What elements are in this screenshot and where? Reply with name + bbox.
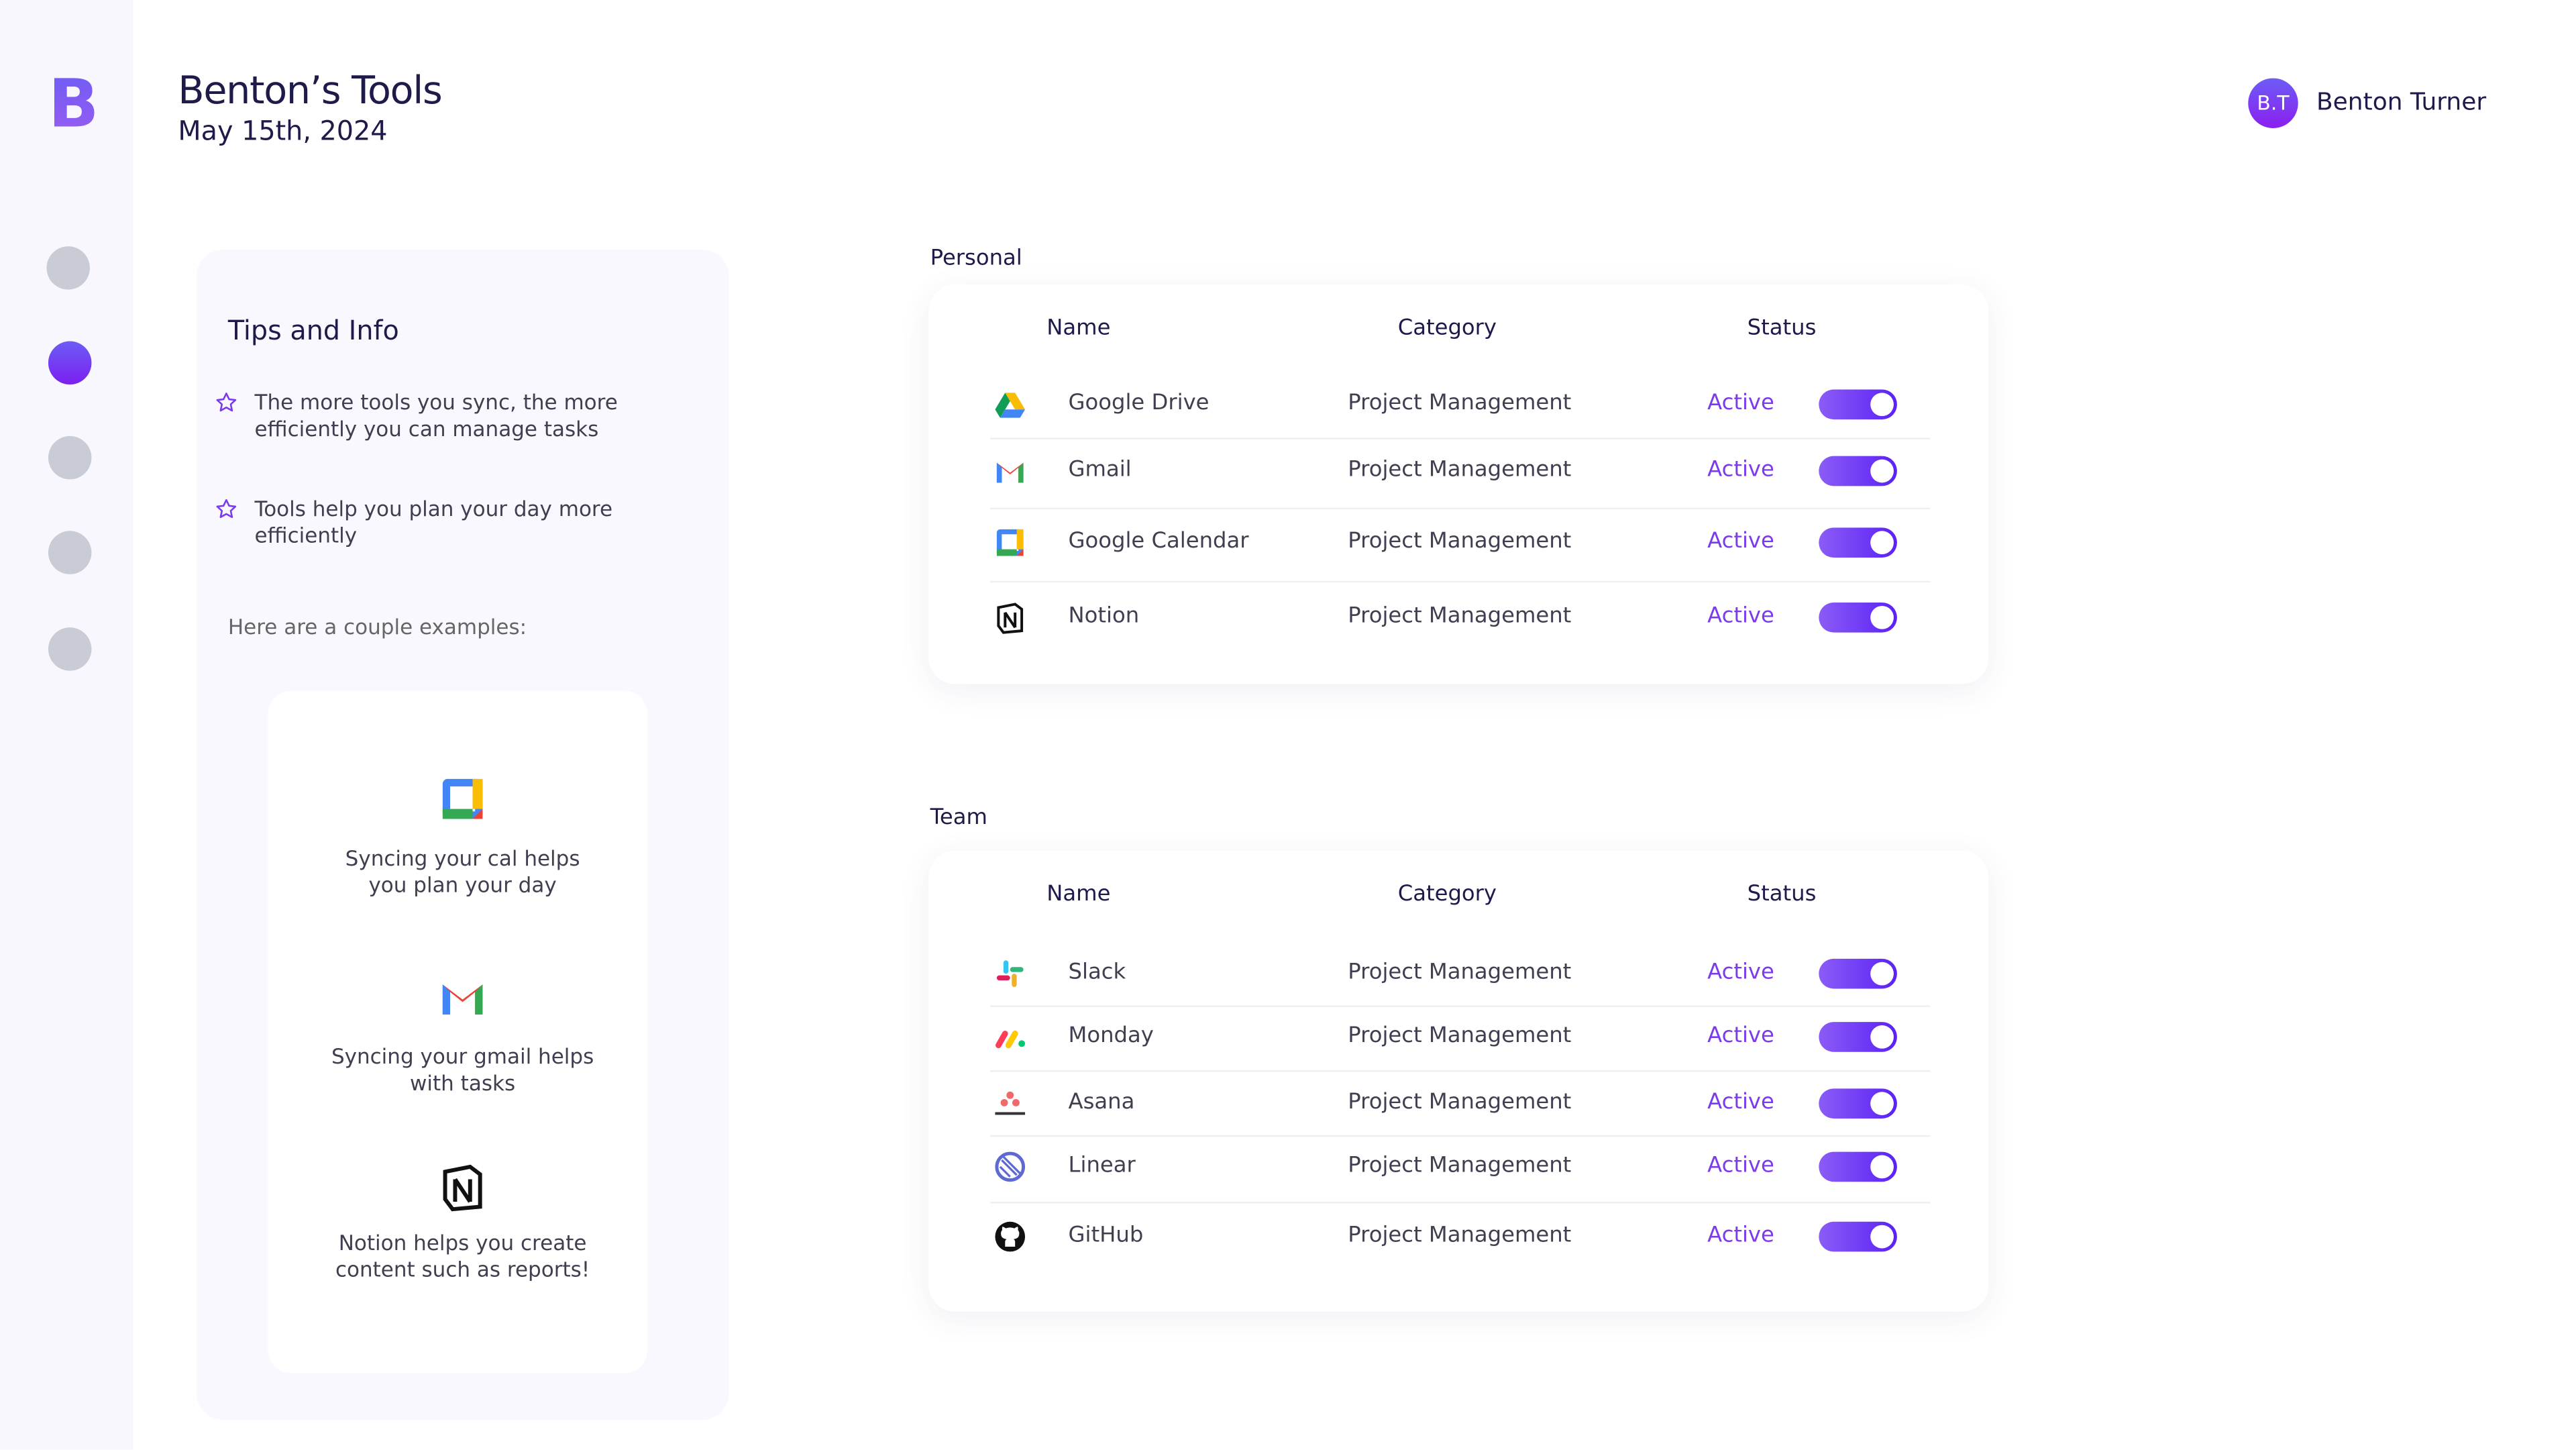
icon <box>215 389 238 413</box>
example-text: Syncing your cal helps you plan your day <box>345 845 580 896</box>
icon <box>215 496 238 519</box>
tool-name[interactable]: Notion <box>1068 604 1140 629</box>
page-title: Benton’s Tools <box>178 70 442 113</box>
tool-name[interactable]: Monday <box>1068 1023 1154 1049</box>
nav-item[interactable] <box>48 627 92 671</box>
status-toggle[interactable] <box>1819 1221 1897 1252</box>
tool-category: Project Management <box>1348 529 1572 555</box>
example-text: Syncing your gmail helps with tasks <box>331 1043 594 1094</box>
status-toggle[interactable] <box>1819 1022 1897 1052</box>
tip-text: The more tools you sync, the more effici… <box>254 389 618 441</box>
tool-name[interactable]: Google Calendar <box>1068 529 1249 555</box>
tool-status: Active <box>1707 458 1774 483</box>
table-card <box>928 284 1989 684</box>
tool-category: Project Management <box>1348 1090 1572 1116</box>
column-header: Status <box>1747 316 1817 342</box>
tool-category: Project Management <box>1348 1023 1572 1049</box>
tool-category: Project Management <box>1348 1223 1572 1249</box>
row-separator <box>989 580 1931 582</box>
icon <box>437 774 487 823</box>
tool-status: Active <box>1707 1090 1774 1116</box>
tool-status: Active <box>1707 391 1774 417</box>
logo[interactable]: B <box>48 66 99 144</box>
tool-category: Project Management <box>1348 458 1572 483</box>
tool-name[interactable]: GitHub <box>1068 1223 1144 1249</box>
icon <box>994 1220 1027 1253</box>
status-toggle[interactable] <box>1819 389 1897 420</box>
icon <box>994 957 1027 990</box>
nav-item-active[interactable] <box>48 341 92 385</box>
status-toggle[interactable] <box>1819 1088 1897 1119</box>
column-header: Category <box>1397 882 1497 907</box>
tool-category: Project Management <box>1348 391 1572 417</box>
status-toggle[interactable] <box>1819 602 1897 633</box>
tool-name[interactable]: Gmail <box>1068 458 1132 483</box>
tool-status: Active <box>1707 529 1774 555</box>
nav-item[interactable] <box>46 246 90 290</box>
icon <box>437 972 487 1022</box>
status-toggle[interactable] <box>1819 456 1897 486</box>
example-text: Notion helps you create content such as … <box>335 1230 590 1281</box>
avatar[interactable]: B.T <box>2248 78 2298 129</box>
tool-category: Project Management <box>1348 960 1572 986</box>
user-name[interactable]: Benton Turner <box>2316 89 2487 117</box>
section-title: Team <box>930 805 987 831</box>
status-toggle[interactable] <box>1819 958 1897 989</box>
row-separator <box>989 1135 1931 1137</box>
status-toggle[interactable] <box>1819 527 1897 558</box>
tool-status: Active <box>1707 960 1774 986</box>
tip-text: Tools help you plan your day more effici… <box>254 496 613 547</box>
icon <box>994 526 1027 560</box>
icon <box>994 601 1027 634</box>
row-separator <box>989 1005 1931 1007</box>
table-card <box>928 850 1989 1312</box>
icon <box>994 388 1027 421</box>
nav-item[interactable] <box>48 435 92 480</box>
tool-category: Project Management <box>1348 604 1572 629</box>
icon <box>994 1021 1027 1054</box>
icon <box>994 454 1027 488</box>
icon <box>994 1087 1027 1121</box>
nav-item[interactable] <box>48 531 92 574</box>
row-separator <box>989 507 1931 509</box>
row-separator <box>989 1070 1931 1072</box>
tool-status: Active <box>1707 604 1774 629</box>
tips-title: Tips and Info <box>227 314 399 346</box>
icon <box>437 1161 487 1212</box>
tool-name[interactable]: Slack <box>1068 960 1126 986</box>
row-separator <box>989 1201 1931 1204</box>
column-header: Category <box>1397 316 1497 342</box>
sidebar: B <box>0 0 133 1450</box>
section-title: Personal <box>930 246 1022 272</box>
tool-category: Project Management <box>1348 1153 1572 1179</box>
column-header: Name <box>1046 316 1111 342</box>
tool-status: Active <box>1707 1023 1774 1049</box>
tool-name[interactable]: Google Drive <box>1068 391 1210 417</box>
column-header: Name <box>1046 882 1111 907</box>
row-separator <box>989 437 1931 439</box>
status-toggle[interactable] <box>1819 1151 1897 1182</box>
page-date: May 15th, 2024 <box>178 115 388 147</box>
tool-status: Active <box>1707 1153 1774 1179</box>
tool-name[interactable]: Linear <box>1068 1153 1136 1179</box>
icon <box>994 1150 1027 1184</box>
tool-status: Active <box>1707 1223 1774 1249</box>
column-header: Status <box>1747 882 1817 907</box>
examples-intro: Here are a couple examples: <box>227 614 527 639</box>
tool-name[interactable]: Asana <box>1068 1090 1135 1116</box>
